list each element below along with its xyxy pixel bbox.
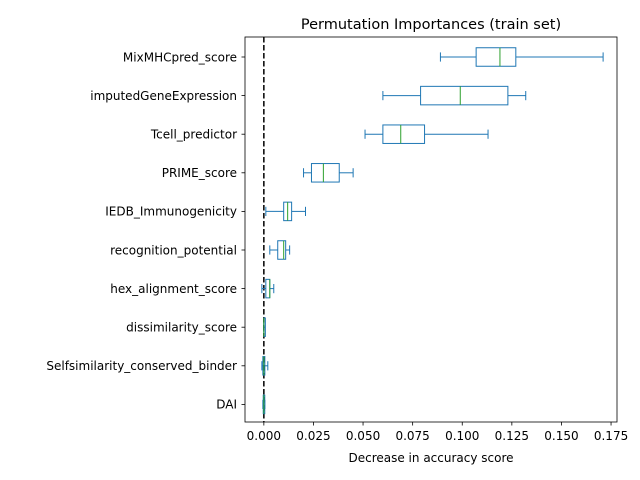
iqr-box (310, 163, 340, 183)
iqr-box (382, 124, 426, 144)
x-axis-label: Decrease in accuracy score (348, 451, 513, 465)
y-tick-label: MixMHCpred_score (123, 50, 237, 64)
x-tick-label: 0.175 (594, 429, 628, 443)
x-tick-label: 0.150 (544, 429, 578, 443)
y-tick-label: hex_alignment_score (110, 282, 237, 296)
y-tick-label: PRIME_score (162, 166, 237, 180)
chart-title: Permutation Importances (train set) (301, 17, 561, 33)
y-tick-label: recognition_potential (110, 243, 237, 257)
y-tick-label: IEDB_Immunogenicity (105, 205, 237, 219)
x-tick-label: 0.125 (495, 429, 529, 443)
iqr-box (475, 47, 517, 67)
x-tick-label: 0.075 (395, 429, 429, 443)
axes-frame (244, 36, 618, 423)
plot-area: MixMHCpred_score imputedGeneExpression Tce… (46, 36, 628, 443)
y-tick-label: dissimilarity_score (126, 321, 237, 335)
iqr-box (420, 85, 509, 106)
y-tick-label: Selfsimilarity_conserved_binder (46, 359, 237, 373)
x-tick-label: 0.100 (445, 429, 479, 443)
iqr-box (265, 278, 271, 299)
y-tick-label: imputedGeneExpression (90, 89, 237, 103)
y-tick-label: Tcell_predictor (150, 128, 237, 142)
x-tick-label: 0.025 (296, 429, 330, 443)
y-tick-label: DAI (216, 398, 237, 412)
x-tick-label: 0.000 (247, 429, 281, 443)
iqr-box (277, 240, 287, 260)
x-tick-label: 0.050 (346, 429, 380, 443)
